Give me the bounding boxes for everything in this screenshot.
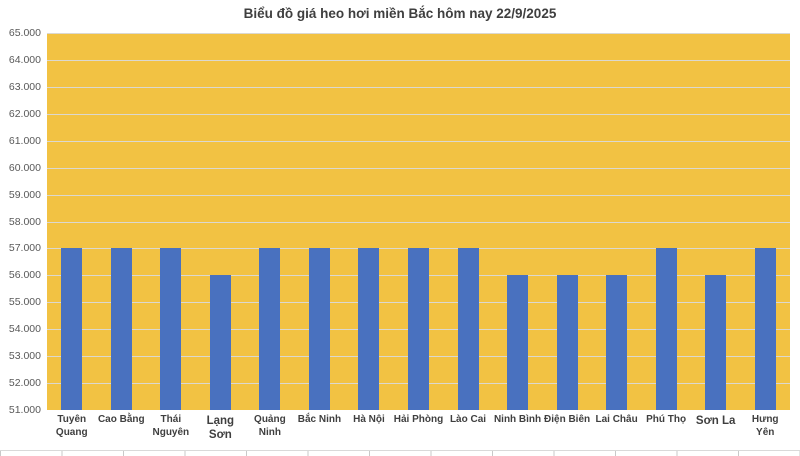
y-tick-label: 63.000	[8, 80, 41, 93]
x-axis-labels: Tuyên Quang Cao Bằng Thái Nguyên Lạng Sơn Quảng…	[47, 414, 790, 443]
x-category-label: Tuyên Quang	[55, 414, 88, 438]
bar	[754, 248, 776, 410]
bar-slot	[443, 33, 493, 410]
table-top-edge	[0, 450, 800, 456]
x-category-label: Bắc Ninh	[297, 414, 342, 425]
bar	[457, 248, 479, 410]
x-category-label: Phú Thọ	[646, 414, 687, 425]
bar	[110, 248, 132, 410]
gridline	[47, 140, 790, 142]
y-tick-label: 55.000	[8, 296, 41, 309]
bar-slot	[146, 33, 196, 410]
bar-slot	[245, 33, 295, 410]
y-tick-label: 54.000	[8, 323, 41, 336]
x-category-label: Quảng Ninh	[254, 414, 286, 438]
bar	[407, 248, 429, 410]
y-tick-label: 61.000	[8, 134, 41, 147]
bar	[606, 275, 628, 410]
bar-slot	[344, 33, 394, 410]
bar-slot	[740, 33, 790, 410]
x-category-label: Lạng Sơn	[206, 415, 235, 442]
bar	[160, 248, 182, 410]
bar-slot	[592, 33, 642, 410]
y-tick-label: 60.000	[8, 161, 41, 174]
bar	[209, 275, 231, 410]
bar-slot	[47, 33, 97, 410]
bar	[259, 248, 281, 410]
x-category-label: Thái Nguyên	[152, 414, 190, 438]
bar-slot	[295, 33, 345, 410]
bar-slot	[641, 33, 691, 410]
y-tick-label: 53.000	[8, 350, 41, 363]
x-category-label: Hà Nội	[353, 414, 385, 425]
gridline	[47, 33, 790, 34]
x-category-label: Cao Bằng	[97, 414, 145, 425]
bar	[358, 248, 380, 410]
bar	[61, 248, 83, 410]
x-category-label: Điện Biên	[544, 414, 591, 425]
bar-slot	[196, 33, 246, 410]
gridline	[47, 59, 790, 61]
bar	[556, 275, 578, 410]
bar	[705, 275, 727, 410]
bar-slot	[97, 33, 147, 410]
gridline	[47, 167, 790, 169]
y-tick-label: 58.000	[8, 215, 41, 228]
x-category-label: Lai Châu	[595, 414, 638, 425]
chart-title: Biểu đồ giá heo hơi miền Bắc hôm nay 22/…	[243, 6, 557, 21]
y-tick-label: 64.000	[8, 53, 41, 66]
gridline	[47, 86, 790, 88]
x-category-label: Ninh Bình	[493, 414, 542, 425]
y-tick-label: 62.000	[8, 107, 41, 120]
bar-slot	[691, 33, 741, 410]
gridline	[47, 221, 790, 223]
bar-slot	[493, 33, 543, 410]
bar	[308, 248, 330, 410]
y-tick-label: 52.000	[8, 377, 41, 390]
y-axis-labels: 65.000 64.000 63.000 62.000 61.000 60.000 59.0…	[0, 27, 41, 416]
bar-slot	[394, 33, 444, 410]
plot-area	[47, 33, 790, 410]
y-tick-label: 59.000	[8, 188, 41, 201]
gridline	[47, 113, 790, 115]
bar	[507, 275, 529, 410]
x-category-label: Lào Cai	[449, 414, 487, 425]
x-category-label: Hải Phòng	[393, 414, 444, 425]
y-tick-label: 56.000	[8, 269, 41, 282]
bar	[655, 248, 677, 410]
x-category-label: Hưng Yên	[751, 414, 779, 438]
bars	[47, 33, 790, 410]
bar-slot	[542, 33, 592, 410]
y-tick-label: 51.000	[8, 404, 41, 416]
x-category-label: Sơn La	[695, 415, 736, 427]
gridline	[47, 194, 790, 196]
y-tick-label: 65.000	[8, 27, 41, 39]
y-tick-label: 57.000	[8, 242, 41, 255]
